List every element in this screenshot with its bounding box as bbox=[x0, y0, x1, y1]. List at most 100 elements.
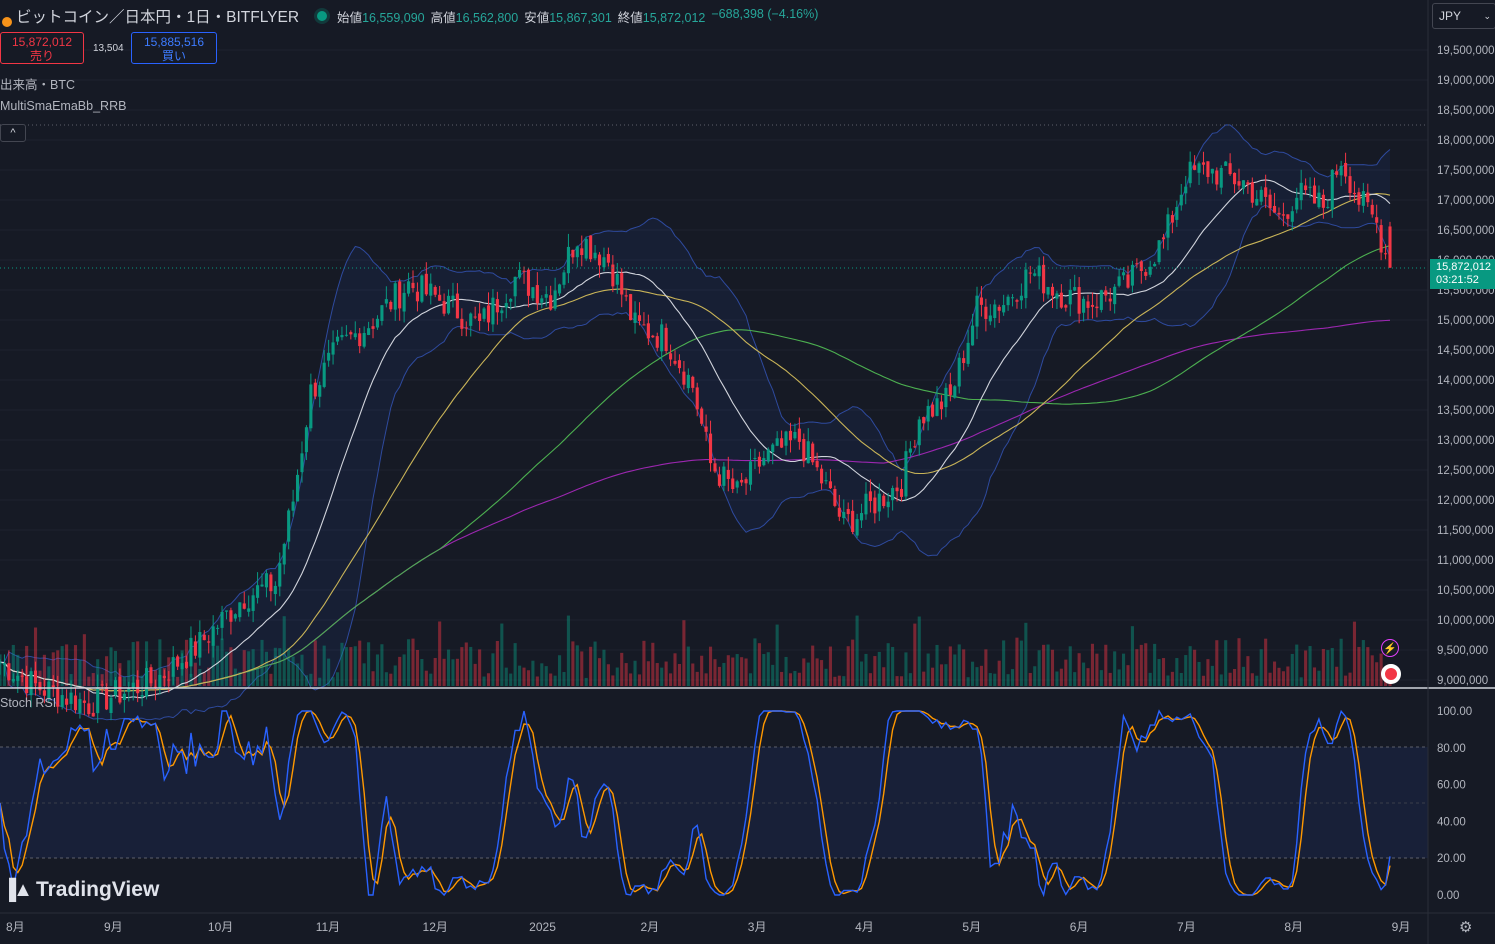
volume-bar bbox=[753, 638, 757, 686]
bar-countdown: 03:21:52 bbox=[1436, 274, 1479, 286]
volume-bar bbox=[979, 665, 983, 686]
candle-body bbox=[1304, 185, 1308, 191]
candle-body bbox=[300, 453, 304, 473]
price-axis[interactable]: 19,500,000 19,000,000 18,500,000 18,000,000… bbox=[1437, 45, 1495, 687]
candle-body bbox=[1299, 182, 1303, 201]
sell-button[interactable]: 15,872,012 売り bbox=[0, 32, 84, 64]
candle-body bbox=[69, 692, 73, 704]
volume-bar bbox=[531, 660, 535, 686]
candle-body bbox=[478, 313, 482, 321]
candle-body bbox=[1388, 226, 1392, 268]
candle-body bbox=[1175, 206, 1179, 220]
volume-bar bbox=[65, 644, 69, 686]
symbol-title[interactable]: ビットコイン／日本円・1日・BITFLYER bbox=[16, 9, 300, 26]
volume-bar bbox=[1037, 650, 1041, 686]
volume-bar bbox=[1064, 659, 1068, 686]
volume-bar bbox=[140, 675, 144, 686]
candle-body bbox=[233, 614, 237, 619]
price-axis-label: 10,500,000 bbox=[1437, 585, 1495, 597]
volume-bar bbox=[451, 659, 455, 686]
volume-bar bbox=[380, 644, 384, 686]
volume-bar bbox=[1215, 640, 1219, 686]
bollinger-lower-line bbox=[0, 204, 1391, 721]
volume-bar bbox=[87, 676, 91, 686]
volume-bar bbox=[260, 639, 264, 686]
candle-body bbox=[518, 269, 522, 278]
candle-body bbox=[704, 426, 708, 432]
stoch-rsi-label[interactable]: Stoch RSI bbox=[0, 696, 57, 710]
volume-bar bbox=[513, 643, 517, 686]
volume-bar bbox=[757, 643, 761, 686]
volume-bar bbox=[122, 676, 126, 686]
volume-bar bbox=[620, 652, 624, 686]
volume-bar bbox=[358, 640, 362, 686]
candle-body bbox=[402, 292, 406, 312]
volume-bar bbox=[446, 649, 451, 686]
volume-bar bbox=[1068, 646, 1072, 686]
candle-body bbox=[629, 294, 633, 321]
candle-body bbox=[429, 283, 433, 296]
volume-bar bbox=[673, 653, 677, 686]
volume-bar bbox=[375, 654, 380, 686]
candle-body bbox=[295, 474, 300, 502]
volume-bar bbox=[780, 671, 784, 686]
candle-body bbox=[1259, 189, 1263, 202]
volume-bar bbox=[806, 662, 810, 686]
tradingview-logo[interactable]: ▐▲ TradingView bbox=[2, 878, 159, 902]
candle-body bbox=[953, 386, 957, 398]
candle-body bbox=[775, 438, 779, 446]
candle-body bbox=[78, 699, 82, 714]
candle-body bbox=[682, 371, 686, 385]
candle-body bbox=[1024, 269, 1028, 299]
volume-bar bbox=[504, 667, 508, 686]
candle-body bbox=[1157, 240, 1161, 263]
volume-bar bbox=[584, 677, 588, 686]
candle-body bbox=[642, 324, 646, 326]
time-axis[interactable]: 8月 9月 10月 11月 12月 2025 2月 3月 4月 5月 6月 7月 8月 9月 bbox=[6, 920, 1410, 934]
buy-button[interactable]: 15,885,516 買い bbox=[131, 32, 217, 64]
candle-body bbox=[1281, 214, 1285, 216]
candle-body bbox=[224, 610, 229, 612]
volume-bar bbox=[1086, 668, 1090, 686]
candle-body bbox=[193, 641, 197, 656]
candle-body bbox=[558, 284, 562, 294]
candle-body bbox=[1228, 163, 1232, 175]
record-icon[interactable] bbox=[1381, 664, 1401, 684]
volume-bar bbox=[1126, 665, 1130, 686]
candle-body bbox=[895, 487, 899, 492]
volume-bar bbox=[491, 653, 495, 686]
volume-bar bbox=[855, 615, 859, 686]
volume-bar bbox=[460, 647, 464, 686]
candle-body bbox=[1139, 261, 1143, 271]
collapse-indicators-button[interactable]: ^ bbox=[0, 124, 26, 142]
candle-body bbox=[1286, 214, 1290, 219]
candle-body bbox=[38, 682, 42, 691]
price-axis-label: 13,500,000 bbox=[1437, 405, 1495, 417]
volume-bar bbox=[393, 665, 397, 686]
candle-body bbox=[637, 315, 642, 321]
volume-bar bbox=[109, 647, 113, 686]
volume-bar bbox=[589, 646, 593, 686]
volume-bar bbox=[824, 668, 828, 686]
volume-bar bbox=[740, 657, 744, 686]
overlay-indicator-label[interactable]: MultiSmaEmaBb_RRB bbox=[0, 99, 127, 113]
volume-bar bbox=[1375, 662, 1379, 686]
gear-icon[interactable]: ⚙ bbox=[1459, 919, 1473, 936]
candle-body bbox=[526, 269, 531, 296]
candle-body bbox=[589, 235, 593, 260]
candle-body bbox=[473, 316, 477, 318]
candle-body bbox=[966, 342, 970, 364]
currency-select[interactable]: JPY ⌄ bbox=[1432, 3, 1495, 29]
volume-bar bbox=[233, 668, 237, 686]
bolt-icon[interactable]: ⚡ bbox=[1381, 639, 1399, 657]
candle-body bbox=[309, 384, 313, 429]
volume-bar bbox=[642, 640, 646, 686]
volume-indicator-label[interactable]: 出来高・BTC bbox=[0, 78, 76, 92]
volume-bar bbox=[1082, 662, 1086, 686]
stoch-axis[interactable]: 100.00 80.00 60.00 40.00 20.00 0.00 bbox=[1437, 706, 1472, 902]
candle-body bbox=[1010, 297, 1015, 299]
volume-bar bbox=[1339, 638, 1343, 686]
candle-body bbox=[202, 634, 206, 641]
candle-body bbox=[1188, 161, 1192, 184]
